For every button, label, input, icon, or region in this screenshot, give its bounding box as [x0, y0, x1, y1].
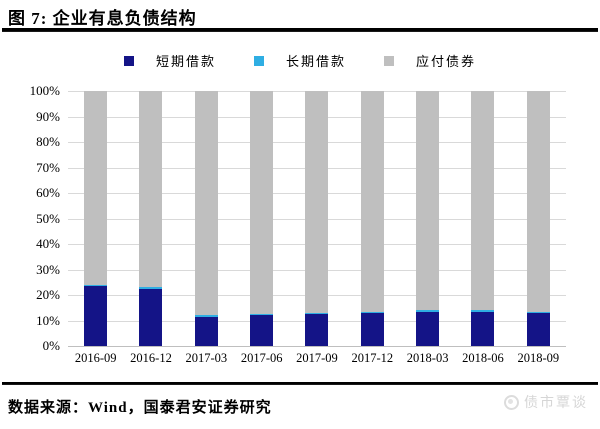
y-tick-label: 0% [42, 338, 60, 353]
bar-2017-09 [289, 91, 344, 346]
stacked-bar [360, 91, 384, 346]
watermark-text: 债市覃谈 [524, 396, 588, 411]
bar-segment-bonds-payable [416, 91, 440, 311]
bar-segment-long-term-loans [139, 287, 163, 289]
bar-segment-bonds-payable [139, 91, 163, 288]
gridline [68, 346, 566, 347]
legend-item-short-term-loans: 短期借款 [123, 51, 216, 70]
x-tick-label: 2017-12 [351, 351, 394, 365]
legend-swatch-icon [253, 55, 264, 66]
y-tick-label: 30% [36, 261, 60, 277]
x-tick-label: 2017-03 [185, 351, 228, 365]
y-tick-label: 90% [36, 108, 60, 124]
x-tick-label: 2016-09 [74, 351, 117, 365]
gridline [68, 116, 566, 118]
bar-segment-bonds-payable [194, 91, 218, 316]
bar-segment-long-term-loans [250, 314, 274, 316]
x-tick-label: 2016-12 [130, 351, 172, 365]
chart-legend: 短期借款 长期借款 应付债券 [0, 51, 600, 70]
y-tick-label: 10% [36, 312, 60, 328]
data-source-caption: 数据来源：Wind，国泰君安证券研究 [8, 400, 272, 416]
y-tick-label: 80% [36, 134, 60, 149]
bar-segment-short-term-loans [526, 312, 550, 346]
stacked-bar [471, 91, 495, 346]
bar-2017-12 [345, 91, 400, 346]
gridline [68, 142, 566, 143]
plot-area [68, 91, 566, 346]
bar-segment-bonds-payable [360, 91, 384, 312]
legend-swatch-icon [123, 55, 134, 66]
bar-segment-long-term-loans [84, 284, 108, 287]
gridline [68, 167, 566, 169]
bar-segment-long-term-loans [416, 310, 440, 312]
footer-divider [2, 382, 598, 385]
stacked-bar [526, 91, 550, 346]
gridline [68, 244, 566, 245]
stacked-bar [305, 91, 329, 346]
gridline [68, 193, 566, 194]
bar-segment-bonds-payable [250, 91, 274, 315]
bar-2016-12 [123, 91, 178, 346]
bar-segment-bonds-payable [471, 91, 495, 311]
legend-label: 短期借款 [155, 54, 216, 69]
bar-segment-long-term-loans [305, 312, 329, 315]
y-tick-label: 40% [36, 236, 60, 251]
bar-2017-03 [179, 91, 234, 346]
bar-segment-short-term-loans [194, 316, 218, 346]
legend-item-long-term-loans: 长期借款 [253, 51, 346, 70]
bar-segment-short-term-loans [471, 311, 495, 346]
bar-segment-short-term-loans [139, 288, 163, 346]
bar-segment-long-term-loans [471, 310, 495, 312]
bar-2016-09 [68, 91, 123, 346]
gridline [68, 295, 566, 296]
x-tick-label: 2018-03 [406, 351, 449, 365]
y-tick-label: 50% [36, 210, 60, 226]
bar-segment-short-term-loans [416, 311, 440, 346]
stacked-bar [250, 91, 274, 346]
bar-segment-short-term-loans [305, 314, 329, 346]
gridline [68, 320, 566, 322]
x-axis: 2016-09 2016-12 2017-03 2017-06 2017-09 2017-… [68, 351, 566, 366]
bar-segment-short-term-loans [84, 286, 108, 346]
bar-2018-09 [511, 91, 566, 346]
watermark-logo-icon [504, 394, 519, 410]
stacked-bar [416, 91, 440, 346]
gridline [68, 218, 566, 220]
y-tick-label: 70% [36, 159, 60, 175]
bar-2017-06 [234, 91, 289, 346]
bar-segment-long-term-loans [360, 311, 384, 313]
stacked-bar [194, 91, 218, 346]
gridline [68, 91, 566, 92]
bar-2018-03 [400, 91, 455, 346]
bar-segment-short-term-loans [360, 312, 384, 346]
x-tick-label: 2018-09 [517, 351, 560, 365]
y-tick-label: 100% [29, 83, 60, 98]
figure-title: 图 7: 企业有息负债结构 [8, 9, 197, 28]
gridline [68, 269, 566, 271]
bar-2018-06 [455, 91, 510, 346]
bar-segment-short-term-loans [250, 315, 274, 346]
bar-segment-bonds-payable [84, 91, 108, 285]
y-tick-label: 60% [36, 185, 60, 200]
legend-label: 应付债券 [416, 54, 477, 69]
x-tick-label: 2017-06 [240, 351, 283, 365]
stacked-bar [139, 91, 163, 346]
bar-segment-long-term-loans [194, 315, 218, 317]
bar-segment-bonds-payable [526, 91, 550, 312]
title-divider [2, 28, 598, 32]
x-tick-label: 2017-09 [296, 351, 338, 365]
x-tick-label: 2018-06 [462, 351, 504, 365]
watermark: 债市覃谈 [504, 392, 588, 412]
legend-item-bonds-payable: 应付债券 [384, 51, 476, 70]
y-tick-label: 20% [36, 287, 60, 302]
bar-segment-long-term-loans [526, 311, 550, 313]
legend-label: 长期借款 [285, 54, 346, 69]
legend-swatch-icon [384, 55, 394, 66]
bar-segment-bonds-payable [305, 91, 329, 313]
stacked-bar [84, 91, 108, 346]
